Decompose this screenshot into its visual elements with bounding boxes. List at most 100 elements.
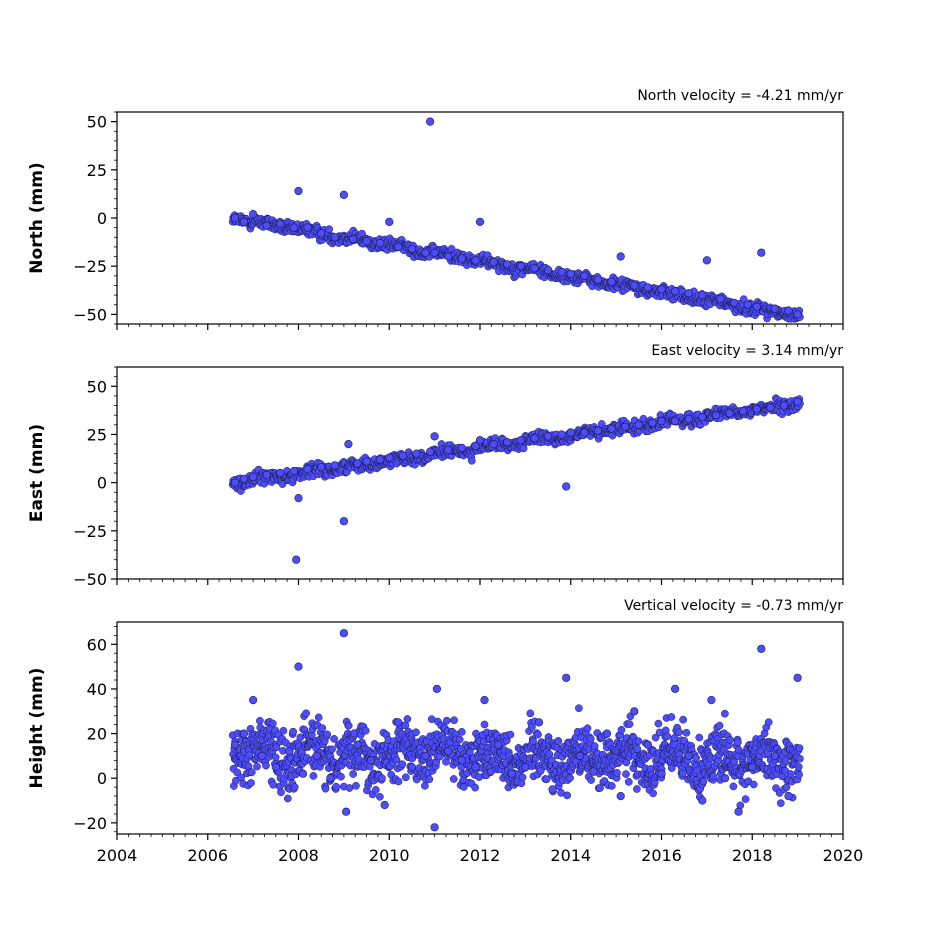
east-point-cloud (228, 394, 804, 495)
data-point (684, 289, 693, 298)
cloud-point (455, 735, 464, 744)
data-point (684, 414, 693, 424)
data-point (589, 767, 598, 776)
data-point (530, 434, 539, 443)
data-point (734, 807, 743, 816)
cloud-point (566, 774, 574, 782)
data-point (475, 436, 485, 445)
data-point (784, 791, 793, 801)
y-tick-label: 50 (87, 113, 107, 132)
cloud-point (337, 772, 345, 781)
data-point (426, 117, 435, 126)
cloud-point (398, 760, 407, 769)
data-point (398, 451, 408, 460)
cloud-point (394, 777, 403, 786)
cloud-point (554, 737, 563, 745)
data-point (507, 769, 516, 778)
cloud-point (506, 730, 515, 739)
cloud-point (371, 786, 380, 794)
data-point (657, 285, 666, 294)
data-point (557, 267, 566, 277)
cloud-point (607, 782, 616, 790)
y-tick-label: −20 (73, 814, 107, 833)
data-point (616, 791, 625, 801)
cloud-point (480, 720, 489, 729)
data-point (258, 751, 267, 761)
data-point (757, 248, 766, 257)
east-panel: −50 −25 0 25 50 East (mm) East velocity = 3.14… (27, 343, 844, 589)
cloud-point (442, 716, 451, 725)
cloud-point (715, 721, 724, 730)
cloud-point (590, 742, 599, 750)
data-point (630, 281, 639, 290)
cloud-point (321, 784, 330, 793)
x-tick-label: 2012 (460, 846, 501, 865)
data-point (271, 762, 280, 772)
north-point-cloud (228, 211, 804, 323)
data-point (770, 304, 780, 313)
cloud-point (421, 781, 429, 790)
data-point (298, 769, 308, 778)
cloud-point (449, 775, 458, 783)
cloud-point (679, 715, 687, 724)
cloud-point (729, 782, 738, 791)
cloud-point (794, 762, 803, 771)
data-point (634, 420, 643, 429)
data-point (643, 283, 653, 292)
data-point (793, 673, 802, 682)
cloud-point (269, 780, 278, 789)
data-point (303, 465, 312, 474)
cloud-point (575, 704, 583, 713)
data-point (503, 260, 512, 269)
data-point (394, 718, 403, 727)
cloud-point (633, 745, 642, 753)
cloud-point (290, 783, 299, 791)
cloud-point (695, 733, 704, 742)
data-point (249, 210, 258, 219)
x-tick-label: 2004 (97, 846, 138, 865)
data-point (312, 751, 321, 761)
data-point (407, 762, 417, 772)
data-point (317, 463, 326, 472)
height-x-ticks: 2004 2006 2008 2010 2012 2014 2016 2018 2020 (97, 834, 863, 865)
data-point (593, 426, 603, 435)
y-tick-label: 60 (87, 635, 107, 654)
data-point (566, 428, 575, 437)
data-point (303, 223, 312, 232)
data-point (534, 718, 544, 727)
cloud-point (247, 779, 255, 787)
data-point (643, 740, 653, 749)
data-point (430, 823, 439, 832)
data-point (752, 405, 761, 414)
north-velocity-label: North velocity = -4.21 mm/yr (637, 88, 843, 104)
data-point (394, 242, 403, 251)
data-point (249, 695, 258, 705)
cloud-point (233, 768, 242, 777)
cloud-point (625, 720, 634, 728)
data-point (593, 275, 603, 284)
data-point (407, 244, 417, 253)
data-point (457, 254, 466, 263)
cloud-point (392, 756, 401, 764)
cloud-point (309, 772, 318, 780)
data-point (385, 217, 394, 226)
cloud-point (403, 715, 412, 723)
cloud-point (726, 736, 735, 744)
cloud-point (376, 792, 384, 801)
data-point (262, 470, 271, 480)
cloud-point (526, 709, 535, 718)
cloud-point (412, 728, 420, 737)
data-point (566, 269, 575, 279)
data-point (739, 407, 748, 416)
data-point (616, 252, 625, 261)
y-tick-label: 20 (87, 725, 107, 744)
cloud-point (289, 727, 297, 736)
data-point (670, 287, 680, 296)
cloud-point (709, 772, 718, 781)
cloud-point (663, 732, 672, 741)
east-y-axis-label: East (mm) (27, 424, 47, 522)
data-point (562, 482, 571, 491)
cloud-point (352, 781, 360, 790)
data-point (230, 740, 240, 749)
